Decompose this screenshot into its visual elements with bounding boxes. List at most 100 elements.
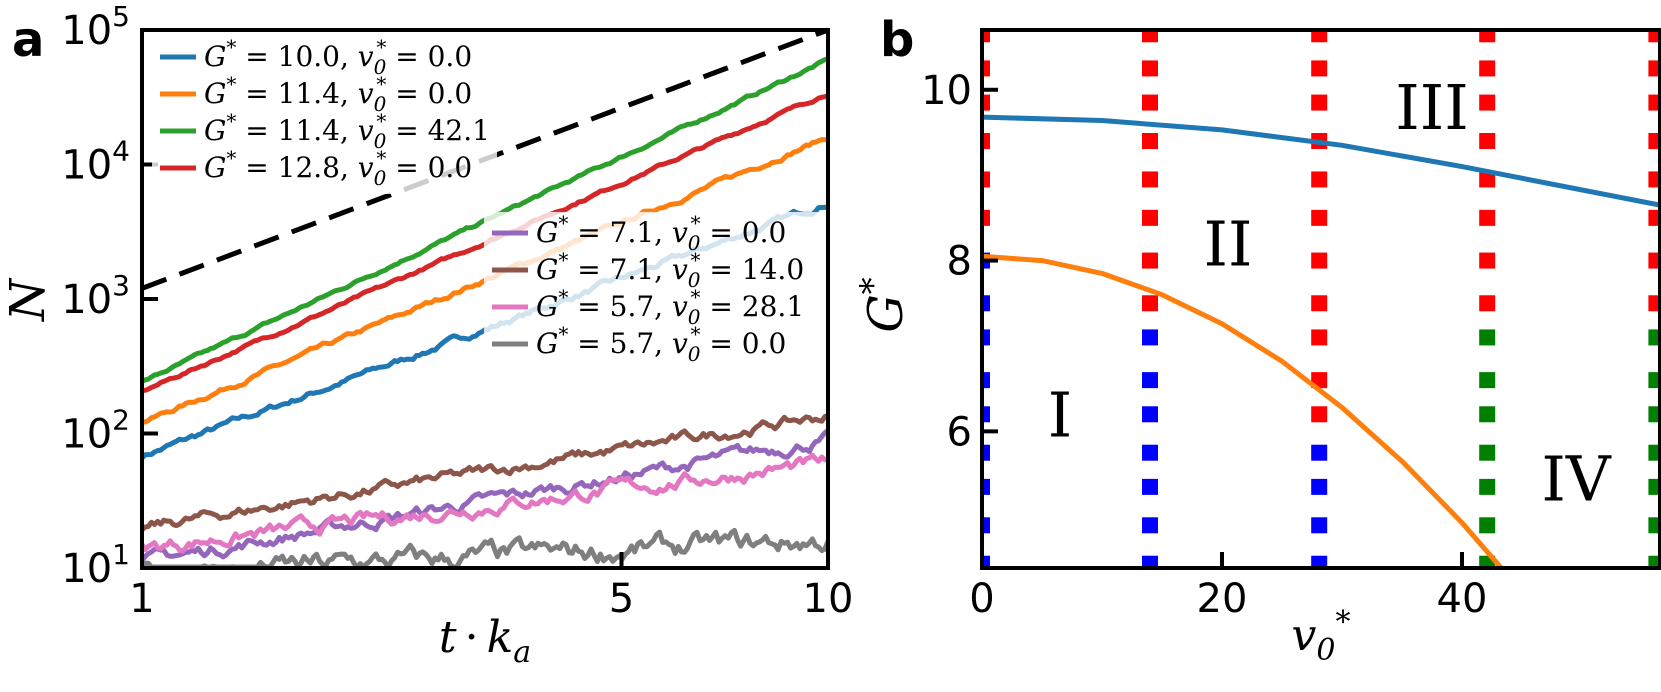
marker-green xyxy=(1648,406,1660,423)
legend-label-1: G* = 10.0, v0* = 0.0 xyxy=(204,35,472,79)
y-tick-base: 10 xyxy=(61,143,112,189)
panel-b-scatter-markers xyxy=(982,30,1660,568)
marker-red xyxy=(1142,30,1158,43)
marker-blue xyxy=(982,329,990,346)
marker-green xyxy=(1648,372,1660,389)
marker-red xyxy=(982,133,990,150)
marker-red xyxy=(1311,94,1328,111)
b-y-tick-label-0: 6 xyxy=(947,409,972,455)
marker-red xyxy=(1648,94,1660,111)
marker-red xyxy=(982,60,990,77)
marker-blue xyxy=(982,406,990,423)
legend-entry-1: G* = 10.0, v0* = 0.0 xyxy=(160,35,472,79)
x-label-v-sub: 0 xyxy=(1316,633,1335,668)
marker-red xyxy=(1648,60,1660,77)
marker-red xyxy=(1311,406,1328,423)
y-tick-base: 10 xyxy=(61,8,112,54)
marker-red xyxy=(1648,30,1660,43)
region-label-I: I xyxy=(1048,378,1073,451)
marker-red xyxy=(1311,252,1328,269)
legend-label-4: G* = 12.8, v0* = 0.0 xyxy=(204,146,472,190)
panel-b-boundary-curves xyxy=(982,114,1660,568)
marker-red xyxy=(1142,171,1158,188)
y-tick-label-4: 105 xyxy=(61,0,130,54)
marker-blue xyxy=(1142,329,1158,346)
region-label-IV: IV xyxy=(1541,442,1611,515)
marker-red xyxy=(1479,133,1496,150)
marker-red xyxy=(1479,171,1496,188)
marker-green xyxy=(1648,555,1660,568)
panel-b-letter: b xyxy=(880,12,914,68)
b-y-tick-label-2: 10 xyxy=(921,68,972,114)
y-tick-exponent: 1 xyxy=(112,538,130,571)
marker-blue xyxy=(1311,555,1328,568)
marker-red xyxy=(982,94,990,111)
marker-red xyxy=(1311,30,1328,43)
panel-a-legend-lower: G* = 7.1, v0* = 0.0G* = 7.1, v0* = 14.0 G… xyxy=(484,211,824,370)
marker-green xyxy=(1479,478,1496,495)
legend-entry-4: G* = 12.8, v0* = 0.0 xyxy=(160,146,472,190)
marker-green xyxy=(1479,517,1496,534)
marker-green xyxy=(1479,406,1496,423)
boundary-curve-1 xyxy=(982,114,1660,208)
marker-green xyxy=(1479,444,1496,461)
y-tick-exponent: 5 xyxy=(112,0,130,33)
marker-green xyxy=(1479,372,1496,389)
series-line-6 xyxy=(140,413,829,532)
legend-entry-8: G* = 5.7, v0* = 0.0 xyxy=(492,322,786,366)
marker-blue xyxy=(1142,478,1158,495)
marker-blue xyxy=(982,295,990,312)
y-tick-label-3: 104 xyxy=(61,135,130,189)
b-x-tick-label-0: 0 xyxy=(969,576,994,622)
y-tick-label-2: 103 xyxy=(61,269,130,323)
legend-label-2: G* = 11.4, v0* = 0.0 xyxy=(204,72,472,116)
marker-green xyxy=(1479,329,1496,346)
y-tick-exponent: 2 xyxy=(112,404,130,437)
series-line-7 xyxy=(139,452,829,554)
x-tick-label-0: 1 xyxy=(129,576,154,622)
marker-blue xyxy=(1142,444,1158,461)
marker-blue xyxy=(1311,444,1328,461)
y-label-sup: * xyxy=(853,277,893,294)
y-tick-label-0: 101 xyxy=(61,538,130,592)
legend-label-5: G* = 7.1, v0* = 0.0 xyxy=(536,211,786,255)
panel-b-x-axis-label: v0* xyxy=(1292,605,1351,668)
legend-label-8: G* = 5.7, v0* = 0.0 xyxy=(536,322,786,366)
b-x-tick-label-1: 20 xyxy=(1197,576,1248,622)
marker-red xyxy=(1311,171,1328,188)
marker-blue xyxy=(1142,517,1158,534)
marker-red xyxy=(1648,171,1660,188)
panel-b-axes-frame xyxy=(980,28,1661,570)
marker-blue xyxy=(1142,372,1158,389)
x-label-k: k xyxy=(487,612,514,663)
legend-label-6: G* = 7.1, v0* = 14.0 xyxy=(536,248,804,292)
marker-blue xyxy=(1142,406,1158,423)
marker-blue xyxy=(1311,478,1328,495)
x-label-v: v xyxy=(1292,610,1317,661)
marker-blue xyxy=(1142,555,1158,568)
marker-red xyxy=(1142,295,1158,312)
marker-red xyxy=(1648,133,1660,150)
x-tick-label-1: 5 xyxy=(609,576,634,622)
marker-green xyxy=(1648,478,1660,495)
legend-lower-bg xyxy=(484,212,824,370)
marker-red xyxy=(1311,295,1328,312)
panel-a-x-axis-label: t · ka xyxy=(439,612,531,670)
marker-red xyxy=(1479,30,1496,43)
legend-upper-bg xyxy=(152,36,497,194)
y-tick-base: 10 xyxy=(61,277,112,323)
marker-red xyxy=(982,171,990,188)
b-x-tick-label-2: 40 xyxy=(1437,576,1488,622)
y-tick-exponent: 3 xyxy=(112,269,130,302)
panel-b-ticks: 0 20 40 6 8 10 xyxy=(921,68,1487,622)
x-label-sub: a xyxy=(513,635,531,670)
marker-red xyxy=(1648,295,1660,312)
marker-blue xyxy=(1311,517,1328,534)
legend-entry-5: G* = 7.1, v0* = 0.0 xyxy=(492,211,786,255)
marker-red xyxy=(1479,295,1496,312)
y-tick-base: 10 xyxy=(61,412,112,458)
marker-red xyxy=(982,30,990,43)
